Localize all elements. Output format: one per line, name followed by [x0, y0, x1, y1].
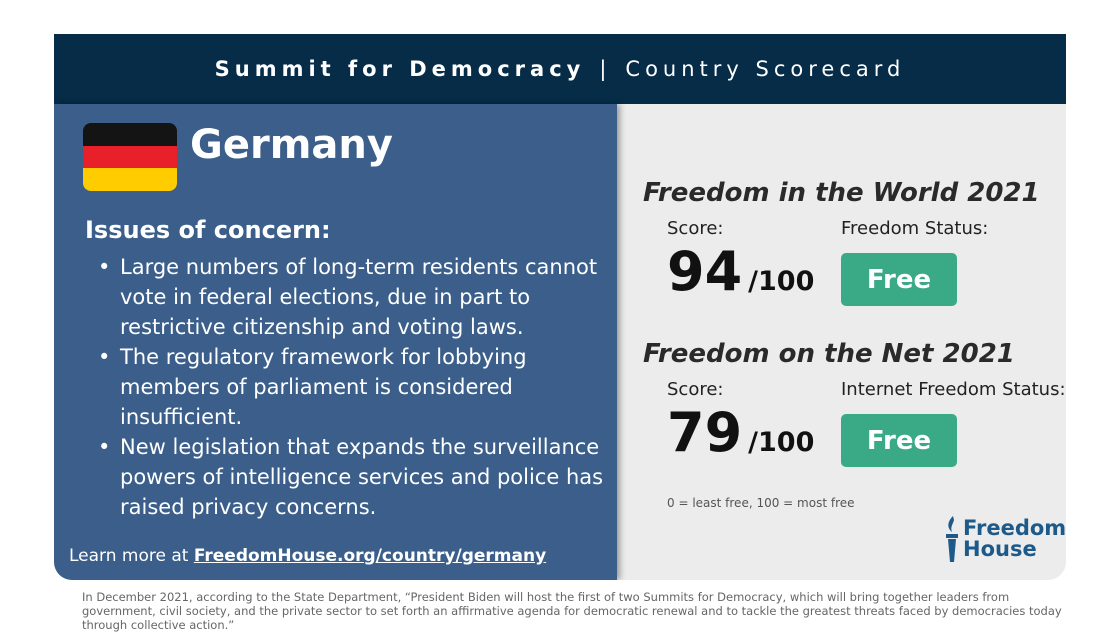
scores-panel: Freedom in the World 2021 Score: Freedom…	[617, 104, 1066, 580]
country-name: Germany	[190, 122, 393, 168]
fiw-score-value: 94	[667, 240, 743, 303]
header-separator: |	[599, 57, 612, 81]
issue-item: New legislation that expands the surveil…	[98, 432, 608, 522]
scorecard: Summit for Democracy | Country Scorecard…	[54, 34, 1066, 580]
fiw-score: 94/100	[667, 240, 814, 303]
learn-more-prefix: Learn more at	[69, 546, 194, 566]
fiw-score-label: Score:	[667, 218, 724, 239]
footer-note: In December 2021, according to the State…	[82, 590, 1062, 632]
fotn-score-max: /100	[748, 427, 815, 458]
fiw-status-label: Freedom Status:	[841, 218, 989, 239]
torch-icon	[946, 516, 958, 562]
issues-panel: Germany Issues of concern: Large numbers…	[54, 104, 617, 580]
fotn-score-label: Score:	[667, 379, 724, 400]
issues-list: Large numbers of long-term residents can…	[98, 252, 608, 522]
issue-item: Large numbers of long-term residents can…	[98, 252, 608, 342]
fiw-status-badge: Free	[841, 253, 957, 306]
header-title: Summit for Democracy	[214, 57, 586, 81]
logo-line2: House	[963, 537, 1037, 561]
country-link[interactable]: FreedomHouse.org/country/germany	[193, 546, 547, 566]
header-subtitle: Country Scorecard	[625, 57, 906, 81]
fotn-status-badge: Free	[841, 414, 957, 467]
learn-more: Learn more at FreedomHouse.org/country/g…	[69, 546, 546, 566]
freedom-house-logo: Freedom House	[945, 516, 1066, 562]
issue-item: The regulatory framework for lobbying me…	[98, 342, 608, 432]
fiw-title: Freedom in the World 2021	[643, 178, 1040, 208]
fiw-score-max: /100	[748, 266, 815, 297]
fotn-score: 79/100	[667, 401, 814, 464]
issues-heading: Issues of concern:	[85, 216, 331, 244]
germany-flag-icon	[83, 123, 177, 191]
logo-line1: Freedom	[963, 516, 1066, 540]
header-bar: Summit for Democracy | Country Scorecard	[54, 34, 1066, 104]
fotn-title: Freedom on the Net 2021	[643, 339, 1015, 369]
scale-note: 0 = least free, 100 = most free	[667, 496, 855, 510]
fotn-status-label: Internet Freedom Status:	[841, 379, 1066, 400]
fotn-score-value: 79	[667, 401, 743, 464]
